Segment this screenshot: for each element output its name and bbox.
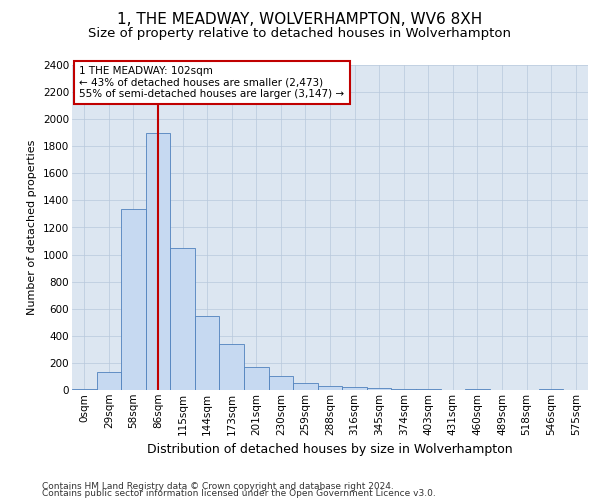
Text: Contains HM Land Registry data © Crown copyright and database right 2024.: Contains HM Land Registry data © Crown c…	[42, 482, 394, 491]
Bar	[121, 208, 146, 390]
Bar	[367, 388, 391, 390]
Bar	[170, 248, 195, 390]
Bar	[244, 367, 269, 390]
Text: Contains public sector information licensed under the Open Government Licence v3: Contains public sector information licen…	[42, 489, 436, 498]
Text: 1 THE MEADWAY: 102sqm
← 43% of detached houses are smaller (2,473)
55% of semi-d: 1 THE MEADWAY: 102sqm ← 43% of detached …	[79, 66, 344, 99]
Bar	[342, 388, 367, 390]
X-axis label: Distribution of detached houses by size in Wolverhampton: Distribution of detached houses by size …	[147, 443, 513, 456]
Bar	[391, 388, 416, 390]
Bar	[97, 372, 121, 390]
Text: Size of property relative to detached houses in Wolverhampton: Size of property relative to detached ho…	[89, 28, 511, 40]
Text: 1, THE MEADWAY, WOLVERHAMPTON, WV6 8XH: 1, THE MEADWAY, WOLVERHAMPTON, WV6 8XH	[118, 12, 482, 28]
Bar	[293, 382, 318, 390]
Bar	[269, 376, 293, 390]
Bar	[195, 316, 220, 390]
Bar	[318, 386, 342, 390]
Bar	[146, 132, 170, 390]
Bar	[72, 388, 97, 390]
Bar	[220, 344, 244, 390]
Y-axis label: Number of detached properties: Number of detached properties	[28, 140, 37, 315]
